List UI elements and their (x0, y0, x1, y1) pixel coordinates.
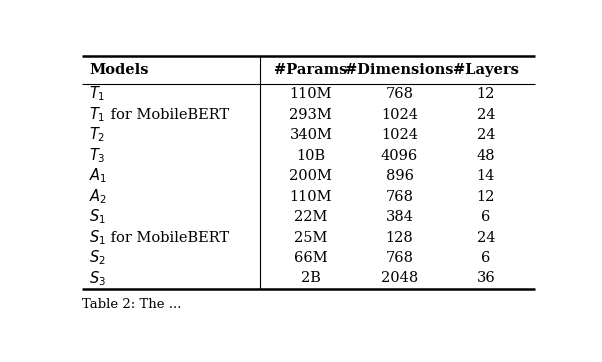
Text: 6: 6 (481, 251, 491, 265)
Text: $T_1$: $T_1$ (89, 105, 106, 124)
Text: 24: 24 (477, 108, 495, 122)
Text: $S_1$: $S_1$ (89, 228, 106, 247)
Text: $S_2$: $S_2$ (89, 249, 106, 268)
Text: 25M: 25M (294, 231, 327, 244)
Text: 1024: 1024 (381, 108, 418, 122)
Text: $A_1$: $A_1$ (89, 167, 108, 185)
Text: 36: 36 (476, 272, 495, 286)
Text: 384: 384 (385, 210, 414, 224)
Text: 1024: 1024 (381, 128, 418, 142)
Text: 200M: 200M (290, 169, 332, 183)
Text: 340M: 340M (290, 128, 332, 142)
Text: 6: 6 (481, 210, 491, 224)
Text: 22M: 22M (294, 210, 327, 224)
Text: 768: 768 (385, 190, 414, 203)
Text: 110M: 110M (290, 87, 332, 101)
Text: #Dimensions: #Dimensions (346, 63, 454, 77)
Text: 768: 768 (385, 251, 414, 265)
Text: 2048: 2048 (381, 272, 418, 286)
Text: 24: 24 (477, 231, 495, 244)
Text: $A_2$: $A_2$ (89, 187, 107, 206)
Text: 14: 14 (477, 169, 495, 183)
Text: 2B: 2B (301, 272, 321, 286)
Text: $S_1$: $S_1$ (89, 208, 106, 226)
Text: 128: 128 (386, 231, 414, 244)
Text: $T_1$: $T_1$ (89, 85, 106, 104)
Text: $S_3$: $S_3$ (89, 269, 106, 288)
Text: for MobileBERT: for MobileBERT (106, 231, 229, 244)
Text: for MobileBERT: for MobileBERT (106, 108, 229, 122)
Text: 896: 896 (385, 169, 414, 183)
Text: #Params: #Params (274, 63, 347, 77)
Text: 12: 12 (477, 190, 495, 203)
Text: 12: 12 (477, 87, 495, 101)
Text: 24: 24 (477, 128, 495, 142)
Text: Table 2: The ...: Table 2: The ... (82, 298, 182, 311)
Text: 10B: 10B (296, 148, 326, 163)
Text: $T_3$: $T_3$ (89, 146, 106, 165)
Text: 293M: 293M (290, 108, 332, 122)
Text: 66M: 66M (294, 251, 327, 265)
Text: Models: Models (89, 63, 149, 77)
Text: 110M: 110M (290, 190, 332, 203)
Text: 48: 48 (477, 148, 495, 163)
Text: 768: 768 (385, 87, 414, 101)
Text: $T_2$: $T_2$ (89, 126, 105, 144)
Text: #Layers: #Layers (453, 63, 519, 77)
Text: 4096: 4096 (381, 148, 418, 163)
